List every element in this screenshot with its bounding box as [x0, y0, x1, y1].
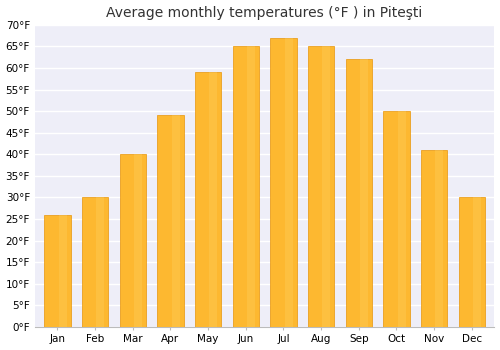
Title: Average monthly temperatures (°F ) in Piteşti: Average monthly temperatures (°F ) in Pi…: [106, 6, 422, 20]
Bar: [285, 38, 292, 327]
Bar: [172, 116, 179, 327]
Bar: [195, 72, 222, 327]
Bar: [473, 197, 481, 327]
Bar: [360, 60, 368, 327]
Bar: [44, 215, 70, 327]
Bar: [134, 154, 142, 327]
Bar: [82, 197, 108, 327]
Bar: [458, 197, 485, 327]
Bar: [421, 150, 448, 327]
Bar: [322, 47, 330, 327]
Bar: [96, 197, 104, 327]
Bar: [308, 47, 334, 327]
Bar: [58, 215, 66, 327]
Bar: [120, 154, 146, 327]
Bar: [346, 60, 372, 327]
Bar: [398, 111, 406, 327]
Bar: [270, 38, 296, 327]
Bar: [436, 150, 444, 327]
Bar: [157, 116, 184, 327]
Bar: [247, 47, 255, 327]
Bar: [232, 47, 259, 327]
Bar: [210, 72, 218, 327]
Bar: [384, 111, 409, 327]
